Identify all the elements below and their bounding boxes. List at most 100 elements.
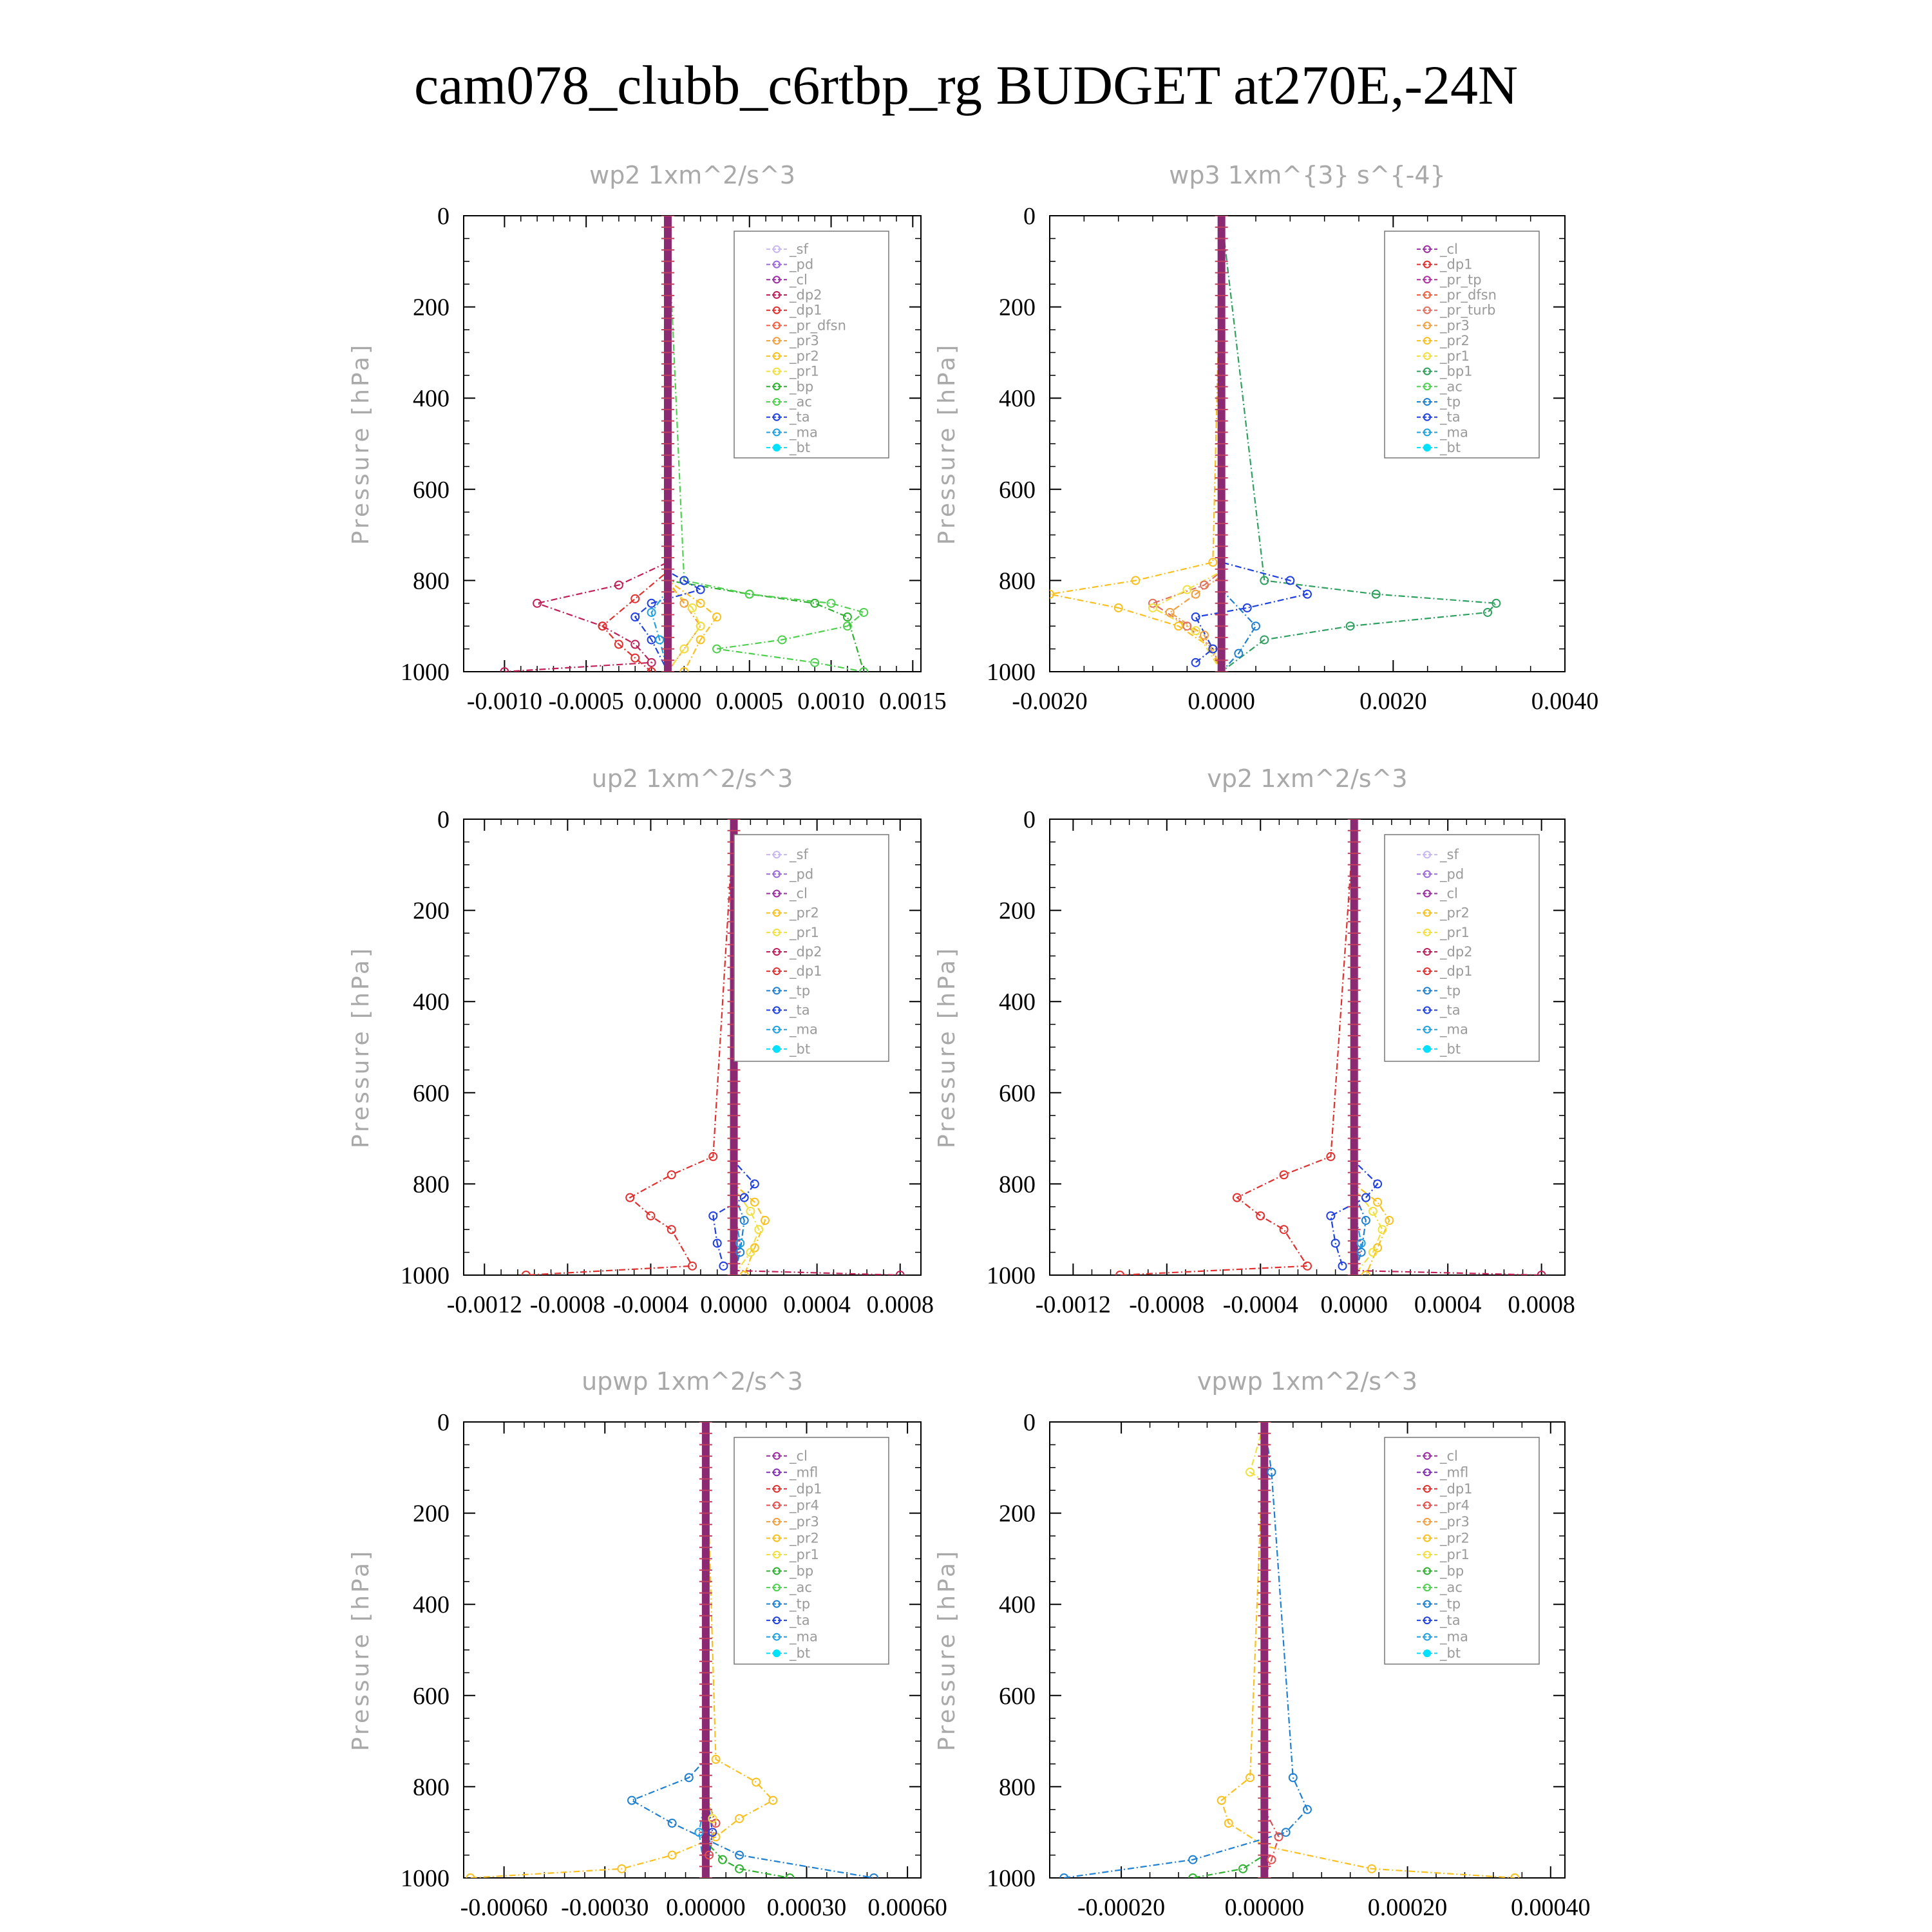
panel-1: wp2 1xm^2/s^3 Pressure [hPa] 0 200 400 600 800…	[348, 161, 947, 715]
legend-marker	[1423, 276, 1431, 284]
y-tick-label: 600	[999, 1080, 1036, 1107]
x-tick-label: 0.00000	[1225, 1894, 1305, 1921]
x-tick-label: -0.0004	[1223, 1291, 1298, 1318]
data-point_dp1	[598, 621, 607, 631]
legend: _cl_mfl_dp1_pr4_pr3_pr2_pr1_bp_ac_tp_ta_…	[734, 1437, 889, 1665]
y-axis-label: Pressure [hPa]	[348, 343, 374, 545]
legend-entry: _bp	[1439, 1564, 1464, 1580]
data-point_pr_turb	[1182, 621, 1192, 631]
series-line_pr2	[1050, 216, 1222, 672]
series-line_pr2	[667, 216, 718, 672]
data-point_tp	[1059, 1873, 1069, 1878]
data-point_pr2	[1373, 1243, 1383, 1253]
x-tick-label: -0.0020	[1012, 688, 1087, 715]
data-point_dp1	[647, 667, 656, 672]
panel-title: vpwp 1xm^2/s^3	[1197, 1367, 1417, 1396]
data-point_pr2	[1224, 1819, 1233, 1828]
y-tick-label: 200	[999, 898, 1036, 925]
data-point_pr2	[1050, 589, 1054, 599]
legend-entry: _tp	[789, 1596, 810, 1613]
data-point_pr1	[1368, 1247, 1378, 1257]
y-tick-label: 200	[413, 898, 450, 925]
legend-entry: _bt	[789, 440, 810, 456]
legend-marker	[1423, 889, 1431, 898]
data-point_ta	[1191, 658, 1200, 667]
x-tick-label: -0.0012	[1036, 1291, 1111, 1318]
legend-marker	[1423, 383, 1431, 391]
data-point_pr2	[1217, 1795, 1226, 1805]
legend-entry: _pr1	[1439, 1547, 1470, 1563]
data-point_tp	[1281, 1828, 1291, 1837]
data-point_ta	[1331, 1238, 1340, 1248]
y-tick-label: 600	[999, 477, 1036, 504]
legend-marker	[1423, 398, 1431, 406]
data-point_pr2	[696, 598, 705, 608]
x-tick-label: 0.0000	[634, 688, 702, 715]
legend-entry: _sf	[789, 242, 808, 258]
data-point_ta	[1242, 603, 1252, 612]
legend-entry: _tp	[1439, 1596, 1461, 1613]
y-tick-label: 1000	[987, 659, 1036, 686]
legend-marker	[773, 889, 781, 898]
data-point_pr4	[1267, 1855, 1276, 1864]
y-tick-label: 200	[999, 1501, 1036, 1528]
legend-marker	[1423, 367, 1431, 375]
legend-entry: _pr2	[1439, 1530, 1470, 1546]
legend-marker	[1423, 851, 1431, 859]
legend-entry: _dp1	[789, 963, 822, 980]
data-point_pr1	[708, 1814, 717, 1823]
data-point_dp2	[1537, 1271, 1546, 1275]
data-point_pr2	[750, 1197, 759, 1207]
data-point_ac	[744, 589, 754, 599]
series-group	[500, 216, 869, 672]
data-point_dp1	[1232, 1193, 1242, 1202]
data-point_pr2	[1361, 1271, 1370, 1275]
legend-marker	[773, 1484, 781, 1493]
x-tick-label: 0.0000	[1320, 1291, 1388, 1318]
legend-entry: _cl	[1439, 1448, 1458, 1464]
data-point_pr2	[1385, 1216, 1394, 1226]
data-point_pr_turb	[1200, 580, 1209, 590]
data-point_tp	[1267, 1467, 1276, 1477]
legend-marker	[773, 1501, 781, 1510]
y-tick-label: 400	[413, 385, 450, 412]
x-tick-label: 0.0020	[1359, 688, 1427, 715]
legend-marker	[773, 1006, 781, 1014]
legend-entry: _dp2	[789, 287, 822, 303]
y-tick-label: 400	[413, 1591, 450, 1618]
y-tick-label: 400	[999, 1591, 1036, 1618]
data-point_ta	[696, 585, 705, 594]
data-point_pr2	[752, 1777, 761, 1787]
data-point_ta	[1361, 1193, 1370, 1202]
data-point_ta	[630, 612, 640, 622]
x-tick-label: 0.0015	[879, 688, 947, 715]
legend-marker	[1423, 337, 1431, 345]
series-line_dp1	[1120, 819, 1355, 1275]
data-point_ac	[712, 644, 722, 654]
legend-entry: _pd	[789, 866, 813, 882]
data-point_ta	[1373, 1179, 1383, 1189]
legend-entry: _pr1	[1439, 348, 1470, 365]
data-point_dp2	[630, 639, 640, 649]
series-line_pr2	[733, 819, 766, 1275]
legend-marker	[1423, 1045, 1431, 1053]
data-point_dp1	[1279, 1225, 1289, 1235]
legend-entry: _pr3	[1439, 317, 1470, 334]
data-point_dp1	[667, 1225, 676, 1235]
data-point_ta	[1338, 1261, 1347, 1271]
legend-marker	[773, 1567, 781, 1575]
series-group	[1050, 216, 1501, 672]
series-line_pr3	[1168, 216, 1222, 672]
legend: _sf _pd _cl _pr2 _pr1 _dp2 _dp1 _tp _ta _ma _bt	[1384, 834, 1540, 1062]
data-point_pr2	[1131, 576, 1141, 585]
panel-title: upwp 1xm^2/s^3	[582, 1367, 803, 1396]
panel-5: upwp 1xm^2/s^3 Pressure [hPa] 0 200 400 600 80…	[348, 1367, 947, 1921]
legend-entry: _ac	[1439, 1580, 1463, 1596]
panel-title: up2 1xm^2/s^3	[592, 764, 793, 793]
legend: _cl_dp1_pr_tp_pr_dfsn_pr_turb_pr3_pr2_pr…	[1384, 231, 1540, 459]
legend-frame	[734, 834, 889, 1062]
legend: _cl_mfl_dp1_pr4_pr3_pr2_pr1_bp_ac_tp_ta_…	[1384, 1437, 1540, 1665]
x-tick-label: -0.0004	[613, 1291, 688, 1318]
data-point_pr2	[667, 1850, 677, 1860]
data-point_pr1	[746, 1206, 755, 1216]
